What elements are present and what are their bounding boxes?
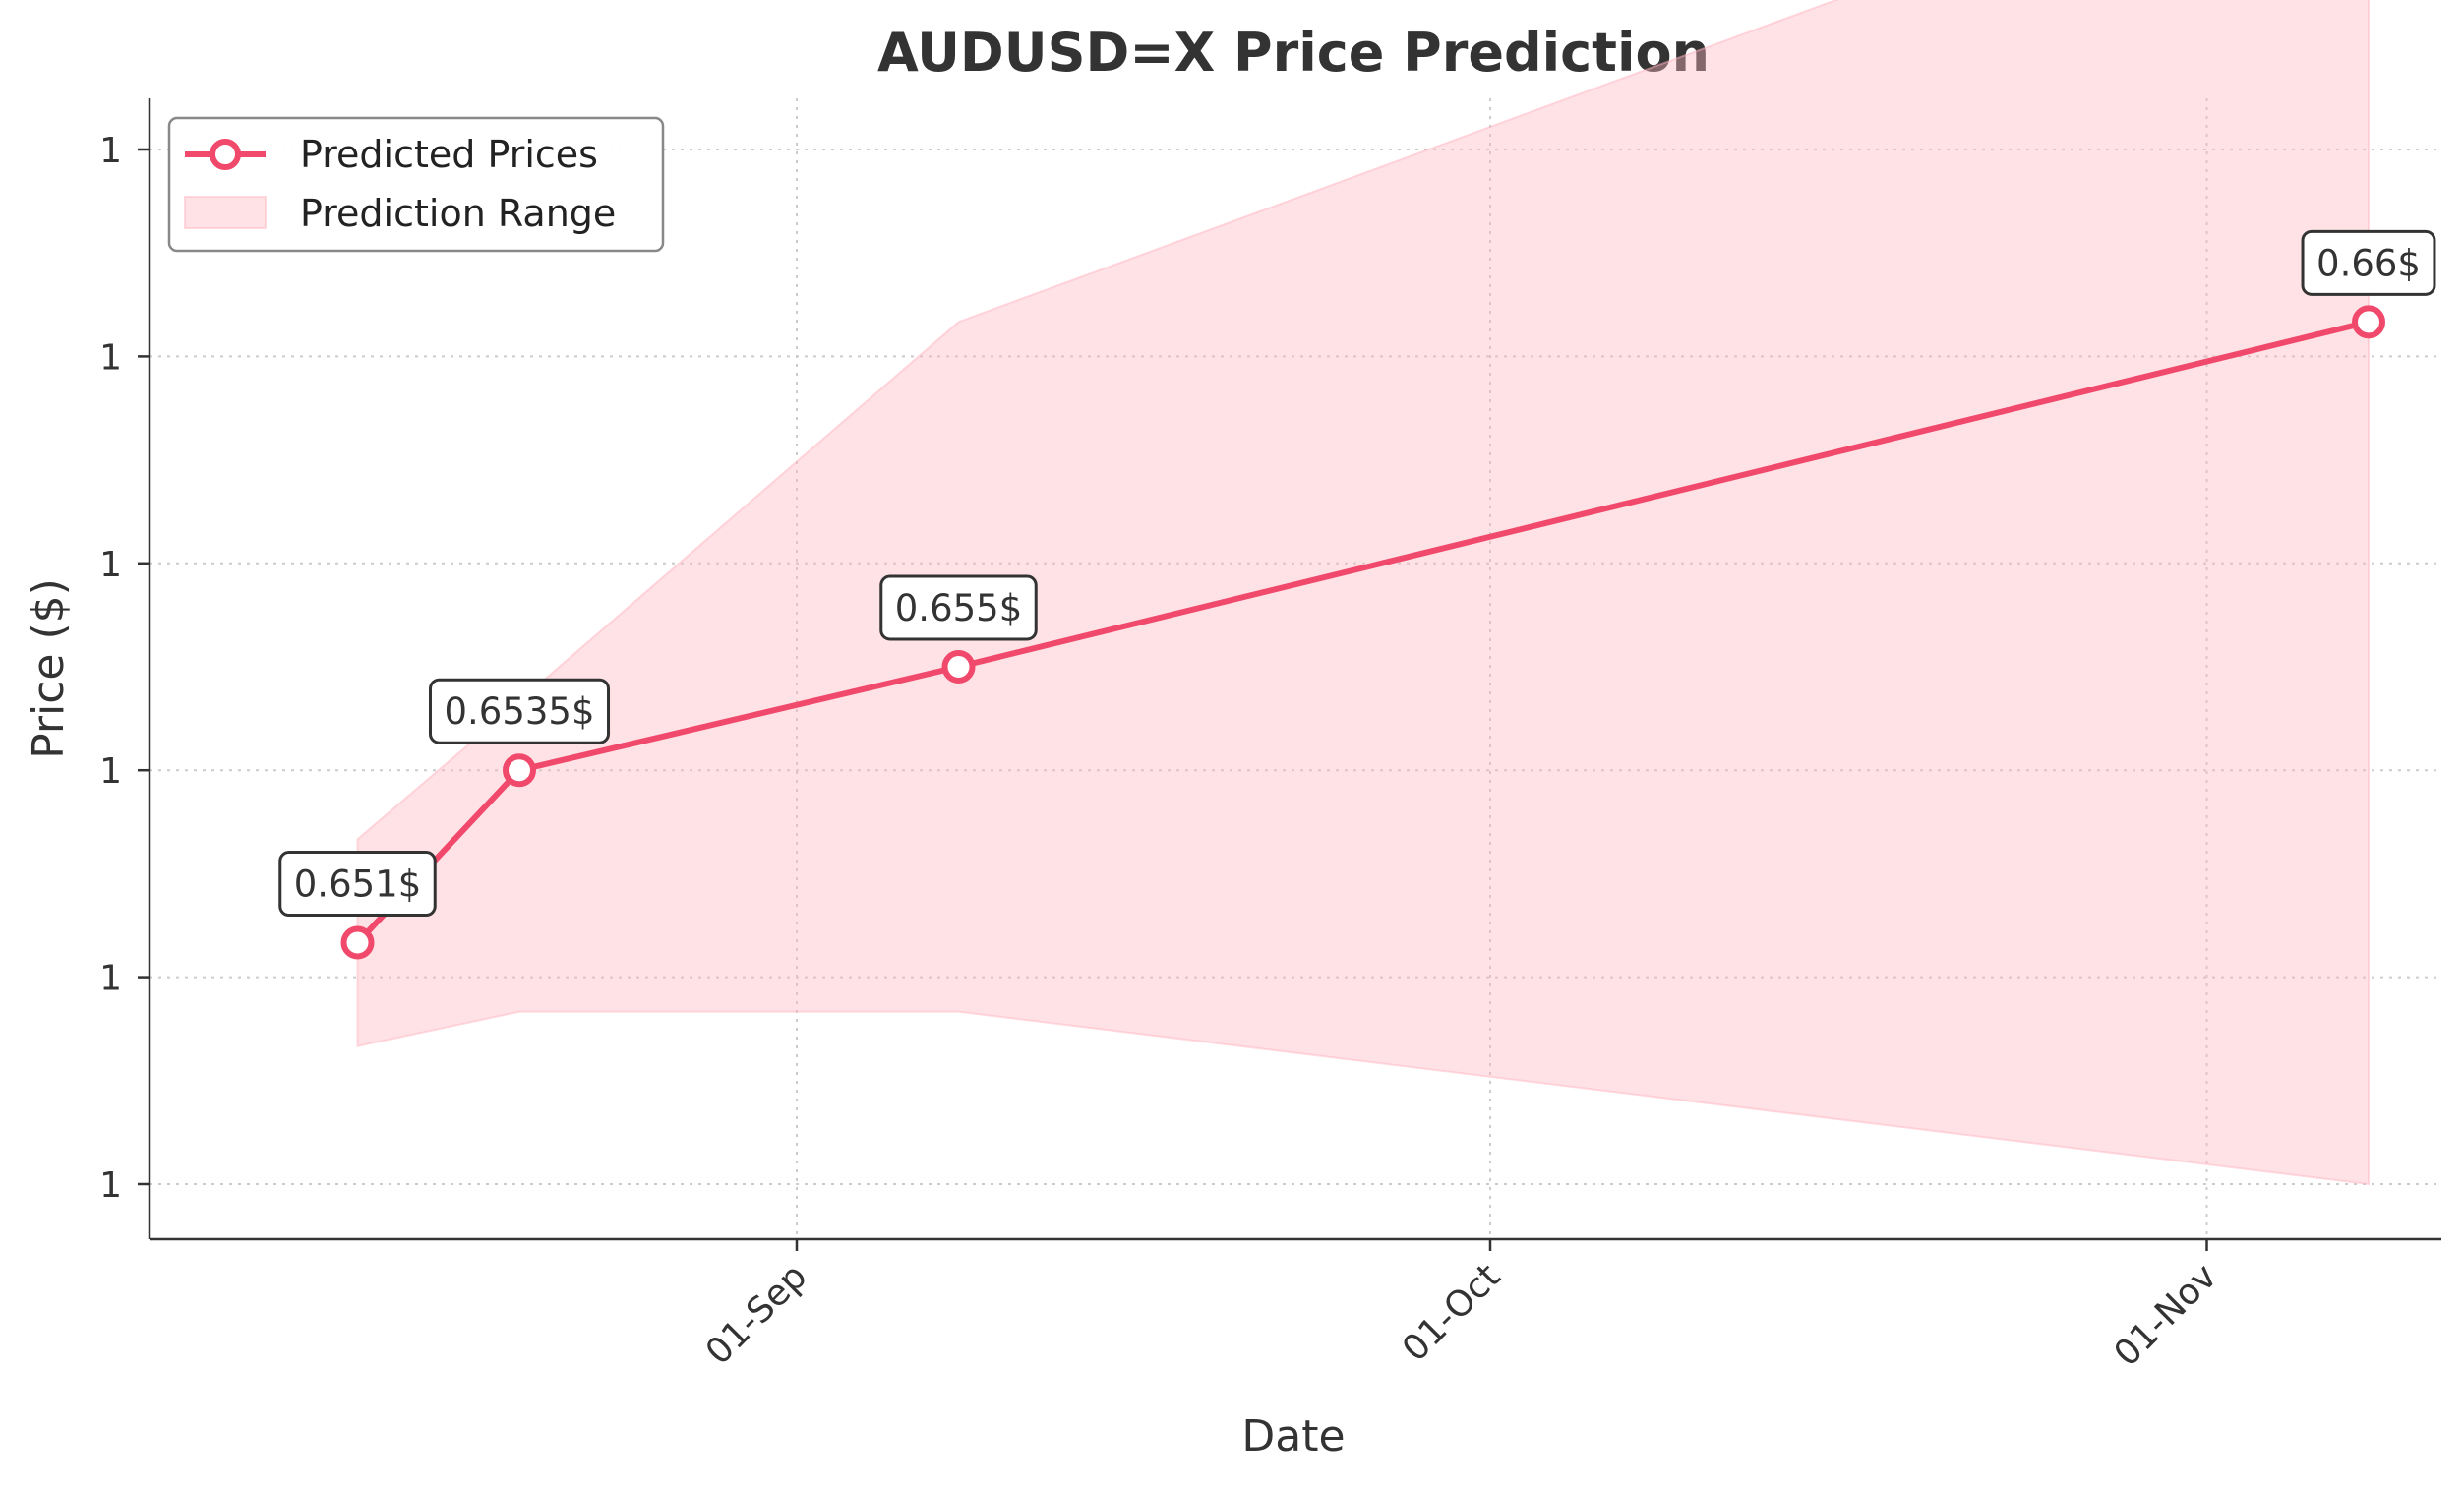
prediction-range-band [356, 0, 2370, 1186]
data-point-marker [2352, 305, 2385, 339]
legend-band-swatch [184, 196, 267, 229]
data-point-marker [941, 650, 976, 684]
x-axis-label: Date [1241, 1411, 1345, 1461]
data-point-marker [340, 925, 375, 960]
chart-title: AUDUSD=X Price Prediction [877, 22, 1710, 84]
y-tick-label: 1 [99, 1165, 122, 1206]
x-tick-label: 01-Sep [698, 1256, 815, 1373]
legend-entry-prediction-range: Prediction Range [300, 192, 616, 235]
legend-frame [167, 116, 665, 253]
legend-marker-swatch [210, 139, 241, 170]
data-label-text: 0.655$ [895, 587, 1022, 629]
data-label-text: 0.651$ [294, 863, 421, 906]
y-ticks: 1 1 1 1 1 1 [99, 131, 150, 1206]
data-label-text: 0.66$ [2316, 242, 2421, 284]
y-tick-label: 1 [99, 337, 122, 378]
predicted-prices-line [355, 319, 2370, 945]
data-label-box [2301, 229, 2436, 296]
data-label-box [278, 851, 437, 918]
y-tick-label: 1 [99, 131, 122, 171]
data-label-text: 0.6535$ [444, 690, 594, 733]
x-ticks: 01-Sep 01-Oct 01-Nov [698, 1239, 2225, 1375]
y-axis-label: Price ($) [24, 578, 74, 759]
data-label: 0.651$ [278, 851, 437, 918]
data-point-marker [503, 753, 536, 788]
prediction-range-area [356, 0, 2370, 1186]
data-label: 0.6535$ [428, 678, 611, 744]
annotations: 0.651$ 0.6535$ 0.655$ 0.66$ [278, 229, 2436, 918]
y-tick-label: 1 [99, 751, 122, 792]
data-label: 0.66$ [2301, 229, 2436, 296]
legend: Predicted Prices Prediction Range [167, 116, 665, 253]
data-label-box [428, 678, 611, 744]
y-tick-label: 1 [99, 545, 122, 585]
data-label: 0.655$ [879, 574, 1038, 641]
predicted-prices-series [340, 305, 2385, 960]
data-label-box [879, 574, 1038, 641]
x-tick-label: 01-Oct [1395, 1256, 1508, 1369]
y-tick-label: 1 [99, 959, 122, 999]
legend-entry-predicted-prices: Predicted Prices [300, 133, 598, 176]
x-tick-label: 01-Nov [2107, 1256, 2225, 1374]
